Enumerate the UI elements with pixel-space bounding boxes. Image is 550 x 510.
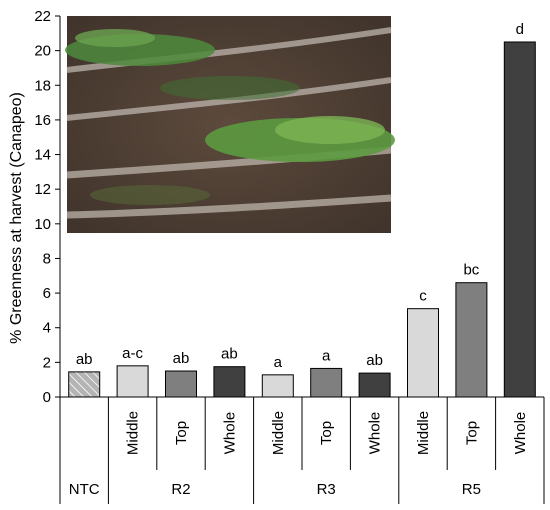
y-tick-label: 12 [34, 181, 51, 198]
bar-r5-top [455, 282, 488, 398]
significance-letter: ab [221, 346, 238, 363]
bar-r2-middle [116, 365, 149, 398]
y-axis-label: % Greenness at harvest (Canapeo) [8, 92, 25, 344]
significance-letter: ab [76, 351, 93, 368]
x-item-label: Middle [415, 411, 432, 455]
x-item-label: Middle [270, 411, 287, 455]
y-tick-label: 20 [34, 43, 51, 60]
bar-r2-top [165, 370, 197, 398]
bar-r3-middle [261, 374, 294, 398]
y-axis: 0 2 4 6 8 10 12 14 16 18 20 22 [34, 8, 61, 406]
significance-letter: ab [173, 350, 190, 367]
x-group-label: R3 [317, 481, 336, 498]
x-item-label: Middle [125, 411, 142, 455]
significance-letter: a-c [122, 345, 143, 362]
bar-r3-whole [358, 372, 391, 398]
x-item-label: Whole [221, 412, 238, 455]
significance-letter: ab [366, 352, 383, 369]
x-group-label: R2 [171, 481, 190, 498]
significance-letter: d [516, 21, 524, 38]
bar-r2-whole [213, 366, 246, 398]
bar-ntc-ntc [68, 371, 101, 398]
significance-letter: bc [463, 262, 479, 279]
significance-letter: c [419, 288, 427, 305]
y-tick-label: 22 [34, 8, 51, 25]
x-item-label: Whole [367, 412, 384, 455]
bars [68, 41, 536, 398]
y-tick-label: 0 [43, 389, 51, 406]
significance-letters: ab a-c ab ab a a ab c bc d [76, 21, 524, 371]
y-tick-label: 8 [43, 250, 51, 267]
bar-r5-whole [503, 41, 536, 398]
aerial-field-photo [65, 16, 395, 233]
x-group-label: R5 [462, 481, 481, 498]
x-item-label: Top [318, 421, 335, 445]
x-item-label: Top [173, 421, 190, 445]
significance-letter: a [322, 347, 331, 364]
y-tick-label: 18 [34, 77, 51, 94]
y-tick-label: 4 [43, 320, 51, 337]
y-tick-label: 2 [43, 354, 51, 371]
x-item-label: Top [463, 421, 480, 445]
y-tick-label: 16 [34, 112, 51, 129]
y-tick-label: 10 [34, 216, 51, 233]
significance-letter: a [274, 354, 283, 371]
bar-r3-top [310, 367, 343, 398]
y-tick-label: 14 [34, 147, 51, 164]
bar-r5-middle [407, 308, 439, 398]
x-group-label: NTC [69, 481, 100, 498]
x-axis-category-table: Middle Top Whole Middle Top Whole Middle Top Who… [59, 396, 545, 504]
x-item-label: Whole [512, 412, 529, 455]
y-tick-label: 6 [43, 285, 51, 302]
